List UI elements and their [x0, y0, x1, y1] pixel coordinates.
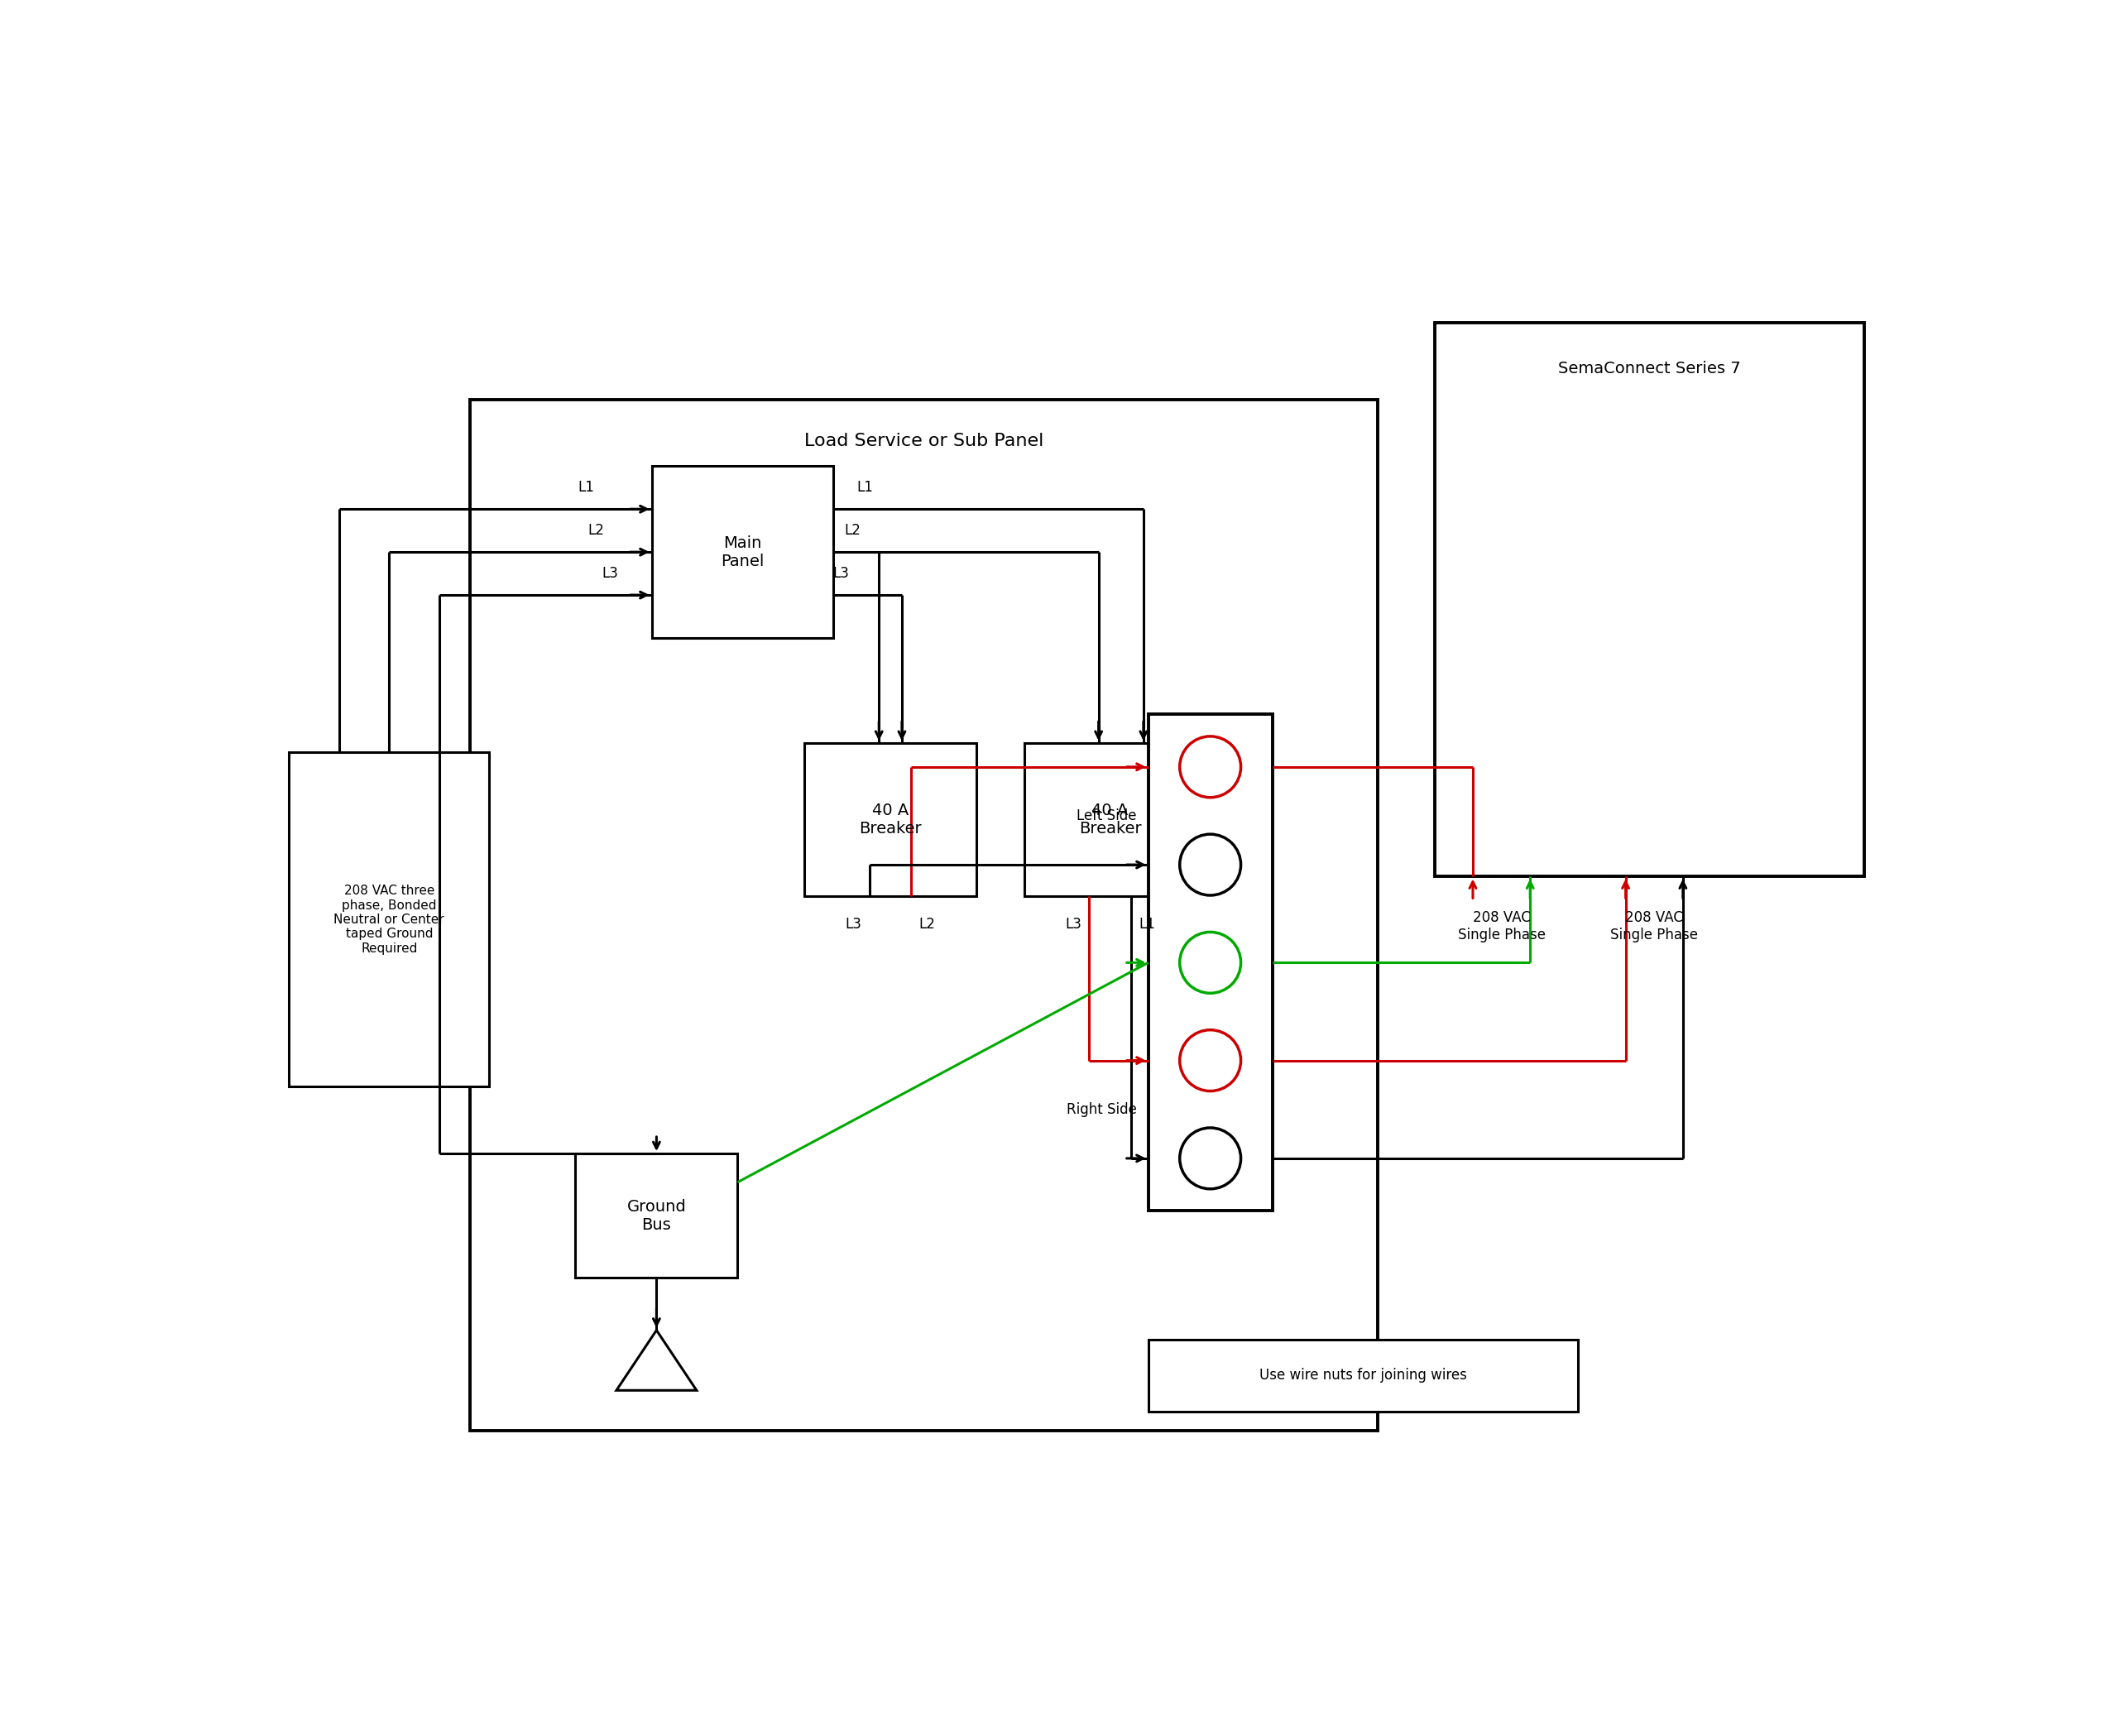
Text: Load Service or Sub Panel: Load Service or Sub Panel [804, 432, 1044, 450]
Text: 208 VAC
Single Phase: 208 VAC Single Phase [1458, 910, 1545, 943]
Text: Ground
Bus: Ground Bus [627, 1198, 686, 1233]
Text: L3: L3 [833, 566, 850, 580]
Text: L3: L3 [846, 917, 861, 932]
Text: 40 A
Breaker: 40 A Breaker [859, 802, 922, 837]
Text: L2: L2 [920, 917, 935, 932]
Text: 208 VAC three
phase, Bonded
Neutral or Center
taped Ground
Required: 208 VAC three phase, Bonded Neutral or C… [333, 885, 445, 955]
Circle shape [1179, 1128, 1241, 1189]
Polygon shape [616, 1330, 696, 1391]
Text: L2: L2 [844, 523, 861, 538]
Bar [804, 743, 977, 896]
Circle shape [1179, 736, 1241, 797]
Text: L3: L3 [1066, 917, 1080, 932]
Text: L1: L1 [1139, 917, 1154, 932]
Bar [289, 753, 490, 1087]
Text: Use wire nuts for joining wires: Use wire nuts for joining wires [1260, 1368, 1466, 1384]
Bar [1148, 715, 1272, 1212]
Text: L1: L1 [578, 479, 595, 495]
Bar [1023, 743, 1196, 896]
Circle shape [1179, 1029, 1241, 1090]
Text: 40 A
Breaker: 40 A Breaker [1078, 802, 1142, 837]
Circle shape [1179, 835, 1241, 896]
Text: Right Side: Right Side [1066, 1102, 1137, 1116]
Bar [1435, 323, 1865, 877]
Bar [652, 467, 833, 639]
Text: L3: L3 [601, 566, 618, 580]
Text: SemaConnect Series 7: SemaConnect Series 7 [1557, 361, 1741, 377]
Text: Left Side: Left Side [1076, 809, 1137, 823]
Text: L1: L1 [857, 479, 874, 495]
Text: L2: L2 [587, 523, 603, 538]
Bar [576, 1154, 738, 1278]
Text: 208 VAC
Single Phase: 208 VAC Single Phase [1610, 910, 1699, 943]
Bar [1148, 1340, 1578, 1411]
Text: Main
Panel: Main Panel [722, 535, 764, 569]
Circle shape [1179, 932, 1241, 993]
Bar [471, 399, 1378, 1430]
